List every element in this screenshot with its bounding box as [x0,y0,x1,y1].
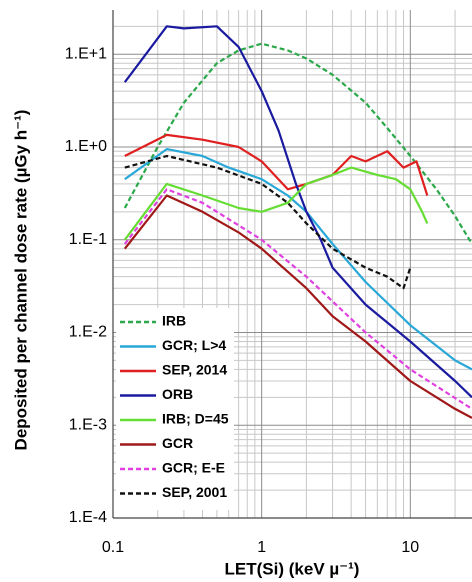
legend-label: GCR [162,435,193,451]
y-tick-label: 1.E-1 [69,231,107,248]
legend-label: SEP, 2014 [162,362,227,378]
series-line [124,133,429,196]
y-tick-label: 1.E+1 [65,45,107,62]
x-tick-label: 1 [257,539,266,556]
y-axis-title: Deposited per channel dose rate (µGy h⁻¹… [11,110,30,451]
series-line [123,194,472,419]
legend-label: GCR; L>4 [162,337,226,353]
series-line [123,188,472,410]
x-tick-label: 10 [401,539,419,556]
series-line [123,42,472,245]
series-line [123,166,429,241]
y-tick-label: 1.E-3 [69,416,107,433]
x-axis-title: LET(Si) (keV µ⁻¹) [225,559,360,578]
x-tick-label: 0.1 [102,539,124,556]
y-tick-label: 1.E-4 [69,509,107,526]
legend-label: SEP, 2001 [162,484,227,500]
series-line [124,148,472,371]
legend-label: ORB [162,386,193,402]
legend-box [116,308,234,510]
legend-label: IRB; D=45 [162,411,229,427]
plot-area [123,25,472,419]
y-tick-label: 1.E-2 [69,324,107,341]
series-line [124,154,412,290]
y-tick-label: 1.E+0 [65,138,107,155]
series-line [123,25,472,399]
legend-label: GCR; E-E [162,460,225,476]
legend-label: IRB [162,313,186,329]
